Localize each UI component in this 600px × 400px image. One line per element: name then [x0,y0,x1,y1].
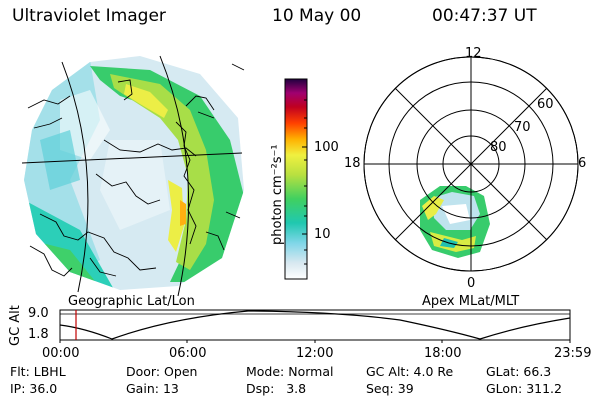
date-label: 10 May 00 [272,6,362,26]
mlt-label-12: 12 [465,46,482,61]
time-label: 00:47:37 UT [432,6,537,26]
footer-mode: Mode: Normal [246,364,334,379]
altitude-xtick-0: 00:00 [42,346,80,361]
footer-gain: Gain: 13 [126,381,179,396]
altitude-xtick-1: 06:00 [169,346,207,361]
footer-gc-alt: GC Alt: 4.0 Re [366,364,454,379]
colorbar-tick-10: 10 [314,227,331,242]
right-panel-caption: Apex MLat/MLT [422,294,520,309]
footer-seq: Seq: 39 [366,381,414,396]
footer-glon: GLon: 311.2 [486,381,562,396]
geographic-auroral-image [21,55,245,297]
polar-mlt-plot [363,56,579,272]
altitude-ylabel: GC Alt [8,305,23,346]
mlt-label-0: 0 [467,276,476,291]
lat-label-80: 80 [490,140,507,155]
lat-label-60: 60 [537,97,554,112]
altitude-xtick-2: 12:00 [296,346,334,361]
left-panel-caption: Geographic Lat/Lon [68,294,195,309]
lat-label-70: 70 [514,120,531,135]
mlt-label-18: 18 [344,156,361,171]
altitude-xtick-4: 23:59 [554,346,592,361]
altitude-ytick-1-8: 1.8 [28,327,49,342]
footer-dsp: Dsp: 3.8 [246,381,307,396]
polar-auroral-oval [420,186,490,258]
altitude-plot [59,309,571,343]
footer-door: Door: Open [126,364,198,379]
mlt-label-6: 6 [578,156,587,171]
colorbar [284,78,308,280]
altitude-xtick-3: 18:00 [424,346,462,361]
colorbar-tick-100: 100 [314,140,339,155]
footer-glat: GLat: 66.3 [486,364,552,379]
altitude-ytick-9: 9.0 [28,306,49,321]
colorbar-unit-label: photon cm⁻²s⁻¹ [270,144,285,245]
footer-flt: Flt: LBHL [10,364,66,379]
footer-ip: IP: 36.0 [10,381,58,396]
instrument-title: Ultraviolet Imager [12,6,166,26]
